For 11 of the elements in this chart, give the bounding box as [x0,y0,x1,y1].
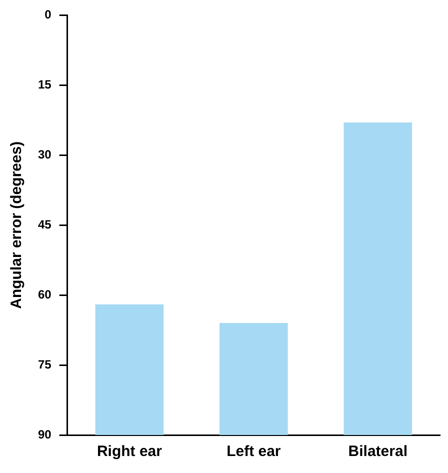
x-tick-label: Left ear [226,443,281,460]
x-tick-label: Bilateral [348,443,408,460]
y-tick-label: 0 [44,8,52,22]
y-tick-label: 45 [38,217,52,232]
y-tick-label: 90 [38,427,52,442]
y-tick-label: 60 [38,287,52,302]
y-axis-title: Angular error (degrees) [8,141,26,309]
x-tick-label: Right ear [96,443,162,460]
y-tick-label: 30 [38,147,52,162]
y-tick-label: 15 [38,77,52,92]
y-tick-label: 75 [38,357,52,372]
